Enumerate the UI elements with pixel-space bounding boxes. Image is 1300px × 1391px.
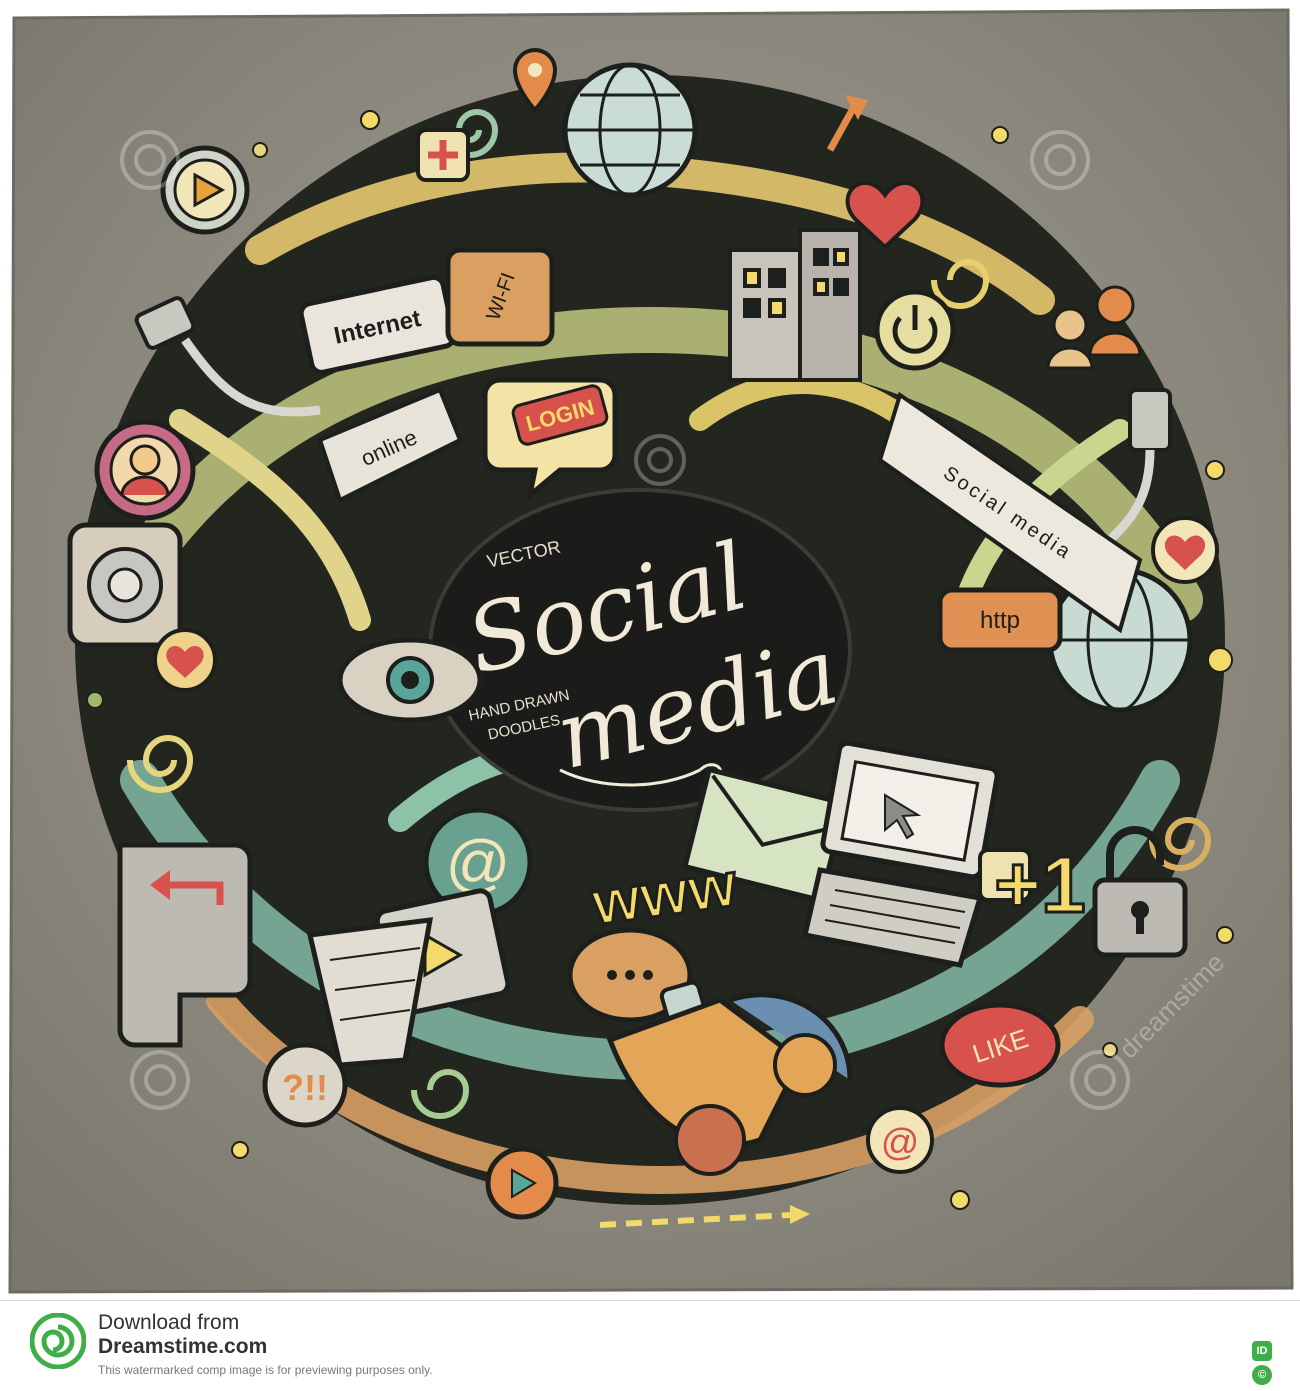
laptop-icon	[801, 740, 1000, 968]
http-label: http	[980, 607, 1020, 634]
power-button-icon	[874, 289, 956, 371]
id-badge: ID	[1252, 1341, 1272, 1361]
envelope-icon	[681, 766, 849, 904]
plug-icon	[1106, 388, 1172, 544]
wifi-bubble: WI-FI	[445, 247, 555, 347]
at-label-small: @	[881, 1122, 920, 1164]
title-plaque: VECTOR Social media HAND DRAWN DOODLES	[428, 488, 852, 812]
watermark	[120, 130, 1130, 1110]
plus-one-badge: +1	[978, 839, 1087, 931]
arrow-sign-icon	[117, 842, 253, 1048]
question-label: ?!!	[282, 1067, 328, 1108]
dreamstime-logo-icon	[30, 1313, 86, 1369]
map-pin-icon	[512, 48, 558, 113]
plus-icon	[416, 128, 470, 182]
exclamation-bubble: ?!!	[262, 1042, 348, 1128]
copyright-badge: ©	[1252, 1365, 1272, 1385]
heart-icon	[1151, 516, 1219, 584]
doodle-illustration: Internet WI-FI LOGIN online Social media…	[8, 8, 1294, 1294]
http-bubble: http	[937, 587, 1063, 653]
heart-icon	[153, 628, 217, 692]
site-name-link[interactable]: Dreamstime.com	[98, 1335, 268, 1358]
user-avatar-icon	[94, 419, 196, 521]
footer-bar: Download from Dreamstime.com This waterm…	[0, 1300, 1300, 1391]
plus-one-label: +1	[994, 840, 1085, 929]
internet-sign: Internet	[298, 274, 457, 375]
decorative-dots	[86, 110, 1234, 1210]
eye-icon	[337, 637, 483, 723]
like-bubble: LIKE	[939, 1002, 1061, 1088]
user-group-icon	[1046, 285, 1142, 370]
preview-notice: This watermarked comp image is for previ…	[98, 1363, 433, 1377]
online-ribbon: online	[317, 387, 463, 503]
at-sign-icon: @	[866, 1106, 934, 1174]
plug-icon	[134, 296, 321, 417]
people-icon	[606, 992, 853, 1176]
globe-icon	[562, 62, 698, 198]
dashed-arrow-icon	[599, 1205, 810, 1228]
download-from-text: Download from	[98, 1311, 240, 1334]
heart-icon	[845, 181, 925, 250]
login-bubble: LOGIN	[482, 377, 618, 502]
play-button-icon	[485, 1146, 559, 1220]
play-button-icon	[160, 145, 250, 235]
at-sign-icon: @	[423, 807, 533, 917]
at-label: @	[446, 827, 511, 899]
building-icon	[728, 228, 862, 382]
speaker-icon	[67, 522, 183, 648]
basket-icon	[306, 917, 434, 1068]
arrow-icon	[826, 95, 868, 152]
padlock-icon	[1092, 826, 1188, 958]
